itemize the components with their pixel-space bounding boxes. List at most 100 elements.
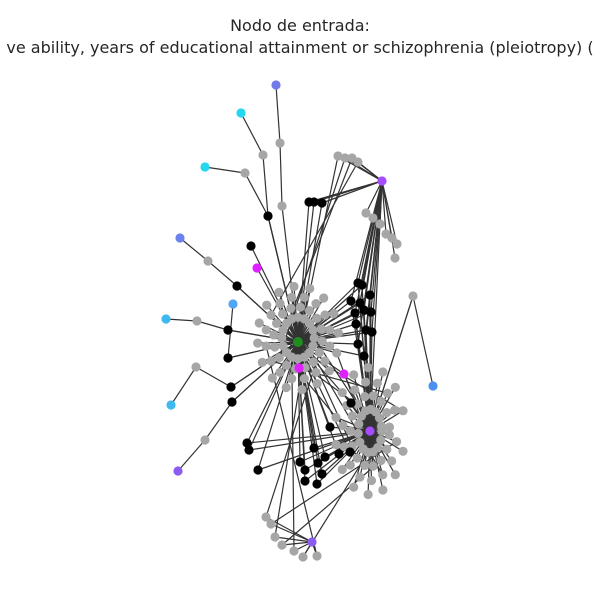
grey-node	[333, 151, 343, 161]
graph-edge	[257, 341, 299, 471]
figure-title-line-2: ve ability, years of educational attainm…	[6, 38, 594, 57]
graph-edge	[244, 172, 269, 217]
black-node	[367, 327, 377, 337]
graph-edge	[281, 460, 382, 546]
grey-node	[287, 292, 297, 302]
graph-edge	[170, 366, 197, 406]
grey-node	[309, 333, 319, 343]
graph-edge	[196, 320, 229, 331]
grey-node	[308, 357, 319, 367]
grey-node	[390, 253, 400, 263]
black-node	[223, 353, 233, 363]
black-node	[227, 397, 237, 407]
graph-edge	[369, 430, 396, 476]
graph-edge	[279, 142, 283, 207]
grey-node	[338, 421, 348, 431]
grey-node	[382, 444, 392, 454]
grey-node	[355, 437, 365, 447]
black-node	[309, 443, 319, 453]
black-node	[351, 319, 361, 329]
black-node	[334, 449, 344, 459]
grey-node	[408, 291, 418, 301]
grey-node	[391, 437, 402, 447]
graph-edge	[313, 337, 388, 450]
graph-edge	[281, 541, 313, 546]
grey-node	[254, 318, 264, 328]
grey-node	[240, 168, 250, 178]
black-node	[232, 281, 242, 291]
black-node	[226, 382, 236, 392]
grey-node	[376, 435, 386, 445]
grey-node	[278, 341, 288, 351]
magenta-node	[339, 369, 349, 379]
graph-edge	[297, 302, 361, 343]
black-node	[346, 398, 356, 408]
grey-node	[392, 239, 402, 249]
grey-node	[378, 485, 388, 495]
figure-title-line-1: Nodo de entrada:	[230, 16, 370, 35]
grey-node	[305, 283, 315, 294]
grey-node	[354, 419, 364, 429]
graph-edge	[240, 112, 264, 156]
black-node	[317, 198, 327, 208]
grey-node	[299, 292, 309, 302]
grey-node	[325, 325, 335, 335]
colored-leaf-node	[228, 299, 238, 309]
grey-node	[390, 470, 400, 480]
graph-edge	[227, 329, 299, 343]
graph-edge	[165, 318, 198, 322]
grey-node	[353, 428, 363, 438]
graph-edge	[297, 341, 323, 475]
grey-node	[192, 316, 202, 326]
graph-edge	[204, 401, 233, 441]
graph-edge	[207, 260, 238, 287]
black-node	[365, 290, 375, 300]
grey-node	[281, 382, 291, 393]
grey-node	[375, 219, 385, 229]
black-node	[366, 307, 376, 317]
grey-node	[349, 370, 359, 380]
grey-node	[390, 382, 400, 392]
grey-node	[353, 157, 363, 167]
colored-leaf-node	[271, 80, 281, 90]
graph-edge	[381, 180, 396, 259]
black-node	[346, 296, 356, 306]
graph-edge	[177, 439, 206, 472]
grey-node	[304, 306, 315, 316]
grey-node	[337, 464, 347, 475]
grey-node	[261, 512, 271, 522]
grey-node	[382, 408, 392, 418]
grey-node	[314, 348, 325, 358]
grey-node	[299, 374, 309, 384]
graph-edge	[179, 237, 209, 262]
grey-node	[352, 453, 362, 463]
grey-node	[320, 356, 330, 366]
grey-node	[311, 298, 321, 309]
grey-node	[274, 287, 284, 297]
grey-node	[312, 313, 322, 323]
black-node	[353, 339, 363, 349]
graph-edge	[365, 180, 383, 214]
grey-node	[312, 379, 322, 389]
grey-node	[377, 421, 387, 431]
grey-node	[368, 213, 378, 223]
grey-node	[368, 461, 378, 471]
black-node	[312, 479, 322, 489]
grey-node	[398, 406, 408, 416]
grey-node	[340, 153, 350, 163]
grey-node	[378, 367, 388, 377]
grey-node	[350, 385, 360, 395]
input-node	[293, 337, 303, 347]
grey-node	[286, 303, 296, 313]
graph-edge	[369, 410, 404, 432]
grey-node	[316, 324, 326, 334]
grey-node	[308, 325, 318, 335]
grey-node	[311, 367, 321, 378]
black-node	[359, 305, 369, 315]
graph-edge	[262, 154, 269, 217]
black-node	[357, 280, 367, 290]
graph-edge	[313, 180, 383, 203]
grey-node	[277, 309, 288, 319]
colored-leaf-node	[200, 162, 210, 172]
purple-node	[365, 426, 375, 436]
